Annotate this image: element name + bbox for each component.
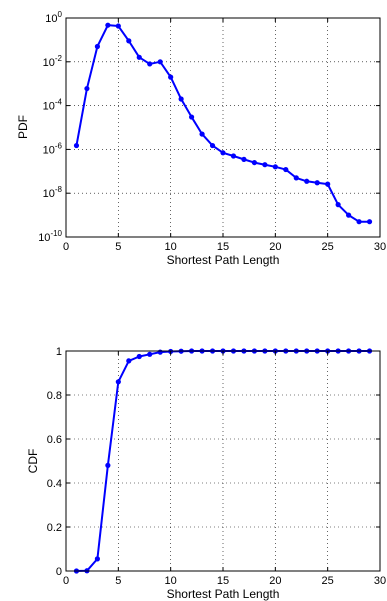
pdf-xtick-label: 25: [322, 241, 334, 253]
cdf-ytick-label: 0: [56, 566, 62, 578]
pdf-ticks: 0 5 10 15 20 25 30 10-10 10-8 10-6 10-4 10-2 100: [38, 10, 386, 253]
cdf-data-point: [126, 358, 132, 364]
cdf-data-point: [136, 353, 142, 360]
pdf-data-point: [262, 162, 268, 168]
pdf-data-point: [346, 212, 352, 218]
pdf-ytick-label: 10-6: [43, 141, 63, 156]
cdf-xtick-label: 0: [63, 575, 69, 587]
cdf-chart: 0 5 10 15 20 25 30 0 0.2 0.4 0.6 0.8 1 Shortest Path…: [26, 346, 386, 601]
pdf-ylabel: PDF: [16, 115, 30, 139]
pdf-ytick-label: 10-10: [38, 229, 62, 244]
pdf-data-point: [168, 74, 174, 80]
pdf-xtick-label: 5: [115, 241, 121, 253]
cdf-ytick-label: 0.4: [47, 478, 62, 490]
cdf-ytick-label: 1: [56, 346, 62, 358]
cdf-ylabel: CDF: [26, 449, 40, 474]
pdf-data-point: [136, 54, 142, 60]
cdf-data-point: [147, 351, 153, 357]
cdf-ytick-label: 0.6: [47, 434, 62, 446]
pdf-series: [73, 22, 373, 225]
pdf-xtick-label: 20: [269, 241, 281, 253]
cdf-data-point: [157, 349, 163, 355]
pdf-xtick-label: 15: [217, 241, 229, 253]
pdf-ytick-label: 10-4: [43, 98, 63, 113]
pdf-xtick-label: 30: [374, 241, 386, 253]
pdf-data-point: [230, 153, 237, 159]
pdf-ytick-label: 10-8: [43, 185, 63, 200]
cdf-data-point: [105, 462, 111, 468]
pdf-data-point: [283, 166, 289, 173]
pdf-data-point: [84, 85, 90, 92]
pdf-data-point: [147, 61, 153, 67]
pdf-data-point: [366, 219, 373, 225]
cdf-xlabel: Shortest Path Length: [167, 587, 280, 601]
pdf-data-point: [293, 175, 299, 181]
pdf-data-point: [325, 181, 331, 187]
pdf-data-point: [304, 178, 310, 184]
cdf-ytick-label: 0.8: [47, 390, 62, 402]
pdf-data-point: [272, 164, 278, 170]
pdf-data-point: [94, 43, 100, 50]
pdf-xtick-label: 0: [63, 241, 69, 253]
cdf-ytick-label: 0.2: [47, 522, 62, 534]
pdf-data-point: [178, 96, 184, 102]
cdf-data-point: [94, 556, 100, 562]
pdf-xtick-label: 10: [165, 241, 177, 253]
pdf-xlabel: Shortest Path Length: [167, 253, 280, 267]
pdf-data-point: [241, 156, 247, 162]
pdf-ytick-label: 100: [45, 10, 62, 25]
pdf-data-point: [126, 38, 132, 44]
pdf-data-point: [209, 142, 216, 149]
pdf-data-point: [105, 22, 111, 28]
pdf-data-point: [251, 159, 257, 166]
pdf-data-point: [199, 131, 205, 137]
cdf-ticks: 0 5 10 15 20 25 30 0 0.2 0.4 0.6 0.8 1: [47, 346, 386, 587]
pdf-grid: [66, 18, 380, 237]
pdf-data-point: [335, 202, 341, 208]
cdf-xtick-label: 20: [269, 575, 281, 587]
pdf-chart: 0 5 10 15 20 25 30 10-10 10-8 10-6 10-4 10-2 100 Sho…: [16, 10, 386, 267]
cdf-xtick-label: 30: [374, 575, 386, 587]
pdf-ytick-label: 10-2: [43, 54, 63, 69]
cdf-xtick-label: 15: [217, 575, 229, 587]
pdf-data-point: [189, 114, 195, 120]
pdf-data-point: [314, 180, 320, 186]
pdf-data-point: [220, 150, 226, 156]
pdf-data-point: [157, 59, 163, 65]
cdf-xtick-label: 5: [115, 575, 121, 587]
pdf-data-point: [73, 142, 80, 149]
cdf-data-point: [115, 379, 121, 385]
cdf-xtick-label: 10: [165, 575, 177, 587]
cdf-xtick-label: 25: [322, 575, 334, 587]
pdf-data-point: [356, 219, 362, 225]
pdf-data-point: [115, 23, 121, 29]
